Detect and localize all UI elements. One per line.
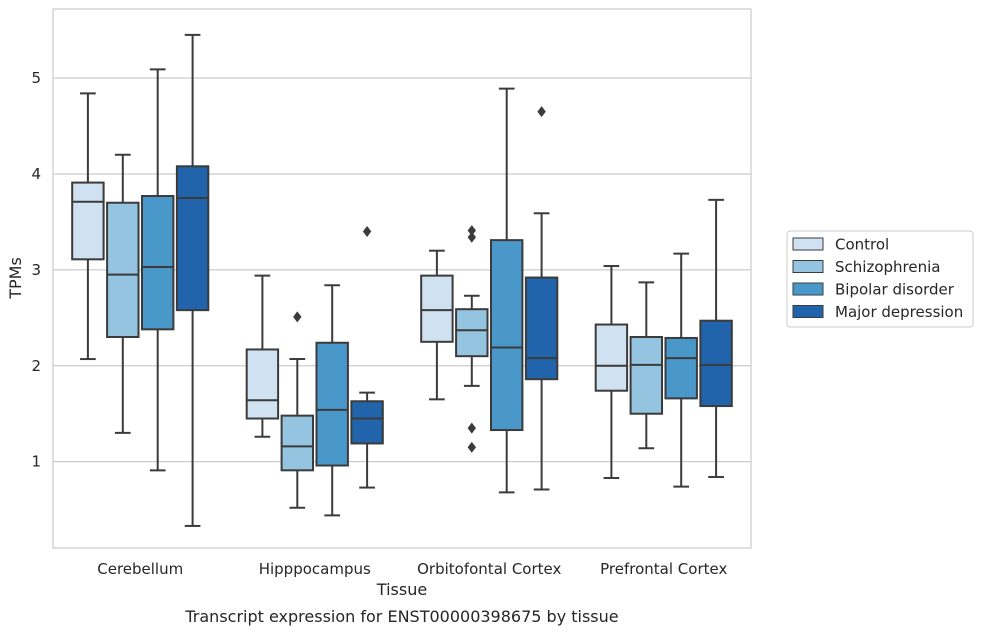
- x-axis-ticks: Cerebellum Hipppocampus Orbitofontal Corte…: [97, 560, 727, 578]
- box: [664, 336, 698, 400]
- box: [315, 341, 349, 467]
- outlier-point: [293, 311, 302, 323]
- box: [629, 336, 664, 415]
- box: [489, 239, 524, 432]
- box: [594, 323, 629, 392]
- legend-label: Schizophrenia: [835, 258, 940, 276]
- series-control: [71, 92, 629, 479]
- legend-label: Major depression: [835, 303, 963, 321]
- y-axis-ticks: 1 2 3 4 5: [31, 69, 41, 471]
- outlier-point: [362, 226, 372, 237]
- box: [106, 201, 140, 339]
- legend-swatch: [792, 260, 824, 273]
- y-tick-label: 2: [31, 357, 41, 375]
- box: [350, 400, 384, 445]
- outlier-point: [467, 441, 476, 453]
- chart-caption: Transcript expression for ENST0000039867…: [184, 607, 618, 626]
- outlier-point: [467, 422, 476, 434]
- y-tick-label: 1: [31, 453, 41, 471]
- box: [420, 274, 454, 343]
- legend-swatch: [792, 237, 824, 251]
- series-major-depression: [175, 33, 733, 527]
- x-tick-label: Prefrontal Cortex: [600, 560, 727, 578]
- series-schizophrenia: [106, 153, 664, 509]
- y-tick-label: 5: [31, 69, 41, 87]
- legend: Control Schizophrenia Bipolar disorder Majo…: [786, 230, 974, 328]
- y-tick-label: 3: [31, 261, 41, 279]
- plot-area-frame: [52, 8, 752, 549]
- box: [524, 276, 559, 381]
- x-tick-label: Orbitofontal Cortex: [417, 560, 561, 578]
- box: [280, 414, 315, 472]
- legend-label: Control: [835, 236, 889, 254]
- legend-frame: [786, 230, 974, 328]
- box: [71, 181, 105, 261]
- legend-swatch: [792, 305, 824, 318]
- y-axis-label: TPMs: [6, 257, 25, 300]
- series-bipolar-disorder: [140, 68, 698, 517]
- legend-label: Bipolar disorder: [835, 281, 955, 299]
- box: [455, 308, 489, 358]
- y-tick-label: 4: [31, 165, 41, 183]
- box: [175, 165, 210, 312]
- outlier-point: [537, 106, 546, 118]
- outlier-point: [467, 225, 476, 237]
- x-axis-label: Tissue: [376, 580, 427, 599]
- box-series: [71, 33, 733, 527]
- x-tick-label: Cerebellum: [97, 560, 183, 578]
- box: [140, 195, 175, 331]
- x-tick-label: Hipppocampus: [259, 560, 371, 578]
- box: [699, 319, 733, 408]
- outlier-point: [467, 231, 476, 243]
- legend-swatch: [792, 282, 824, 296]
- box: [245, 348, 280, 420]
